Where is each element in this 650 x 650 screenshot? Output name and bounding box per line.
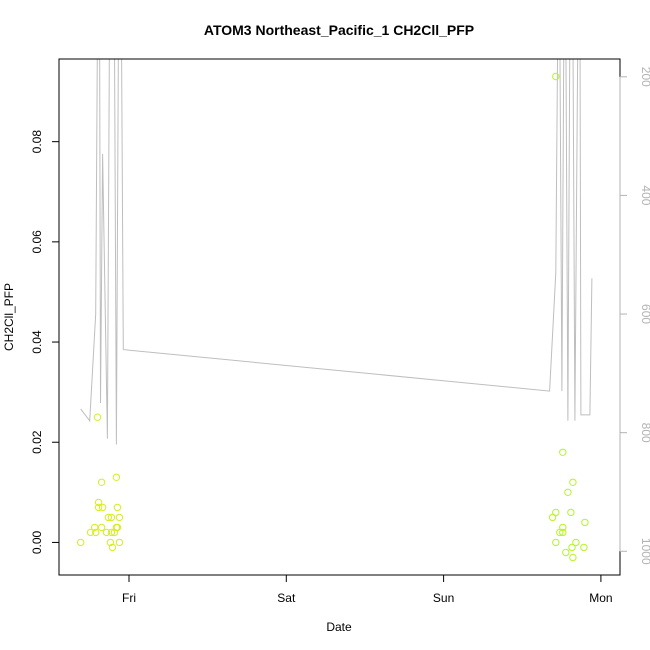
- data-point: [97, 478, 106, 486]
- data-point: [559, 523, 567, 532]
- data-point: [581, 518, 589, 527]
- pressure-line: [80, 59, 593, 445]
- data-point: [94, 503, 103, 512]
- data-point: [568, 543, 576, 552]
- data-point: [113, 503, 122, 512]
- y-tick-label: 0.04: [30, 330, 44, 354]
- chart-title: ATOM3 Northeast_Pacific_1 CH2Cll_PFP: [204, 22, 474, 38]
- data-point: [115, 513, 124, 522]
- x-tick-label: Fri: [122, 591, 136, 605]
- right-y-tick-label: 200: [639, 67, 650, 87]
- y-axis-label: CH2Cll_PFP: [2, 283, 16, 351]
- data-point: [93, 413, 102, 421]
- data-point: [108, 543, 117, 552]
- right-y-tick-label: 800: [639, 423, 650, 443]
- data-point: [98, 503, 107, 512]
- data-point: [106, 538, 115, 547]
- right-y-axis: 200 400 600 800 1000: [619, 67, 650, 565]
- y-tick-label: 0.06: [30, 230, 44, 254]
- y-tick-label: 0.02: [30, 430, 44, 454]
- right-y-tick-label: 400: [639, 185, 650, 205]
- right-y-tick-label: 600: [639, 304, 650, 324]
- data-point: [580, 543, 588, 552]
- data-point: [77, 538, 85, 547]
- plot-frame: [58, 58, 621, 576]
- data-point: [569, 478, 577, 486]
- data-point: [107, 513, 116, 522]
- data-point: [112, 473, 121, 481]
- data-point: [572, 538, 580, 547]
- y-axis: 0.00 0.02 0.04 0.06 0.08: [30, 130, 60, 554]
- data-point: [92, 528, 100, 537]
- data-point: [564, 488, 572, 496]
- data-point: [97, 523, 106, 532]
- data-point: [559, 448, 567, 456]
- x-axis: Fri Sat Sun Mon: [122, 574, 613, 605]
- data-point: [569, 553, 577, 562]
- right-y-tick-label: 1000: [639, 538, 650, 565]
- data-point: [102, 528, 111, 537]
- x-tick-label: Mon: [589, 591, 612, 605]
- y-tick-label: 0.00: [30, 530, 44, 554]
- pressure-line-series: [80, 59, 593, 445]
- data-point: [104, 513, 113, 522]
- data-point: [552, 538, 560, 547]
- x-axis-label: Date: [326, 620, 352, 634]
- data-point: [115, 538, 124, 547]
- x-tick-label: Sat: [277, 591, 296, 605]
- data-point: [107, 528, 116, 537]
- x-tick-label: Sun: [433, 591, 454, 605]
- data-point: [552, 508, 560, 517]
- data-point: [552, 72, 560, 81]
- data-point: [567, 508, 575, 517]
- data-point: [86, 528, 95, 537]
- data-point: [562, 548, 570, 557]
- data-point: [94, 498, 103, 507]
- data-point: [559, 528, 567, 537]
- data-point: [113, 523, 122, 532]
- ch2cll-points-series: [77, 72, 589, 562]
- y-tick-label: 0.08: [30, 130, 44, 154]
